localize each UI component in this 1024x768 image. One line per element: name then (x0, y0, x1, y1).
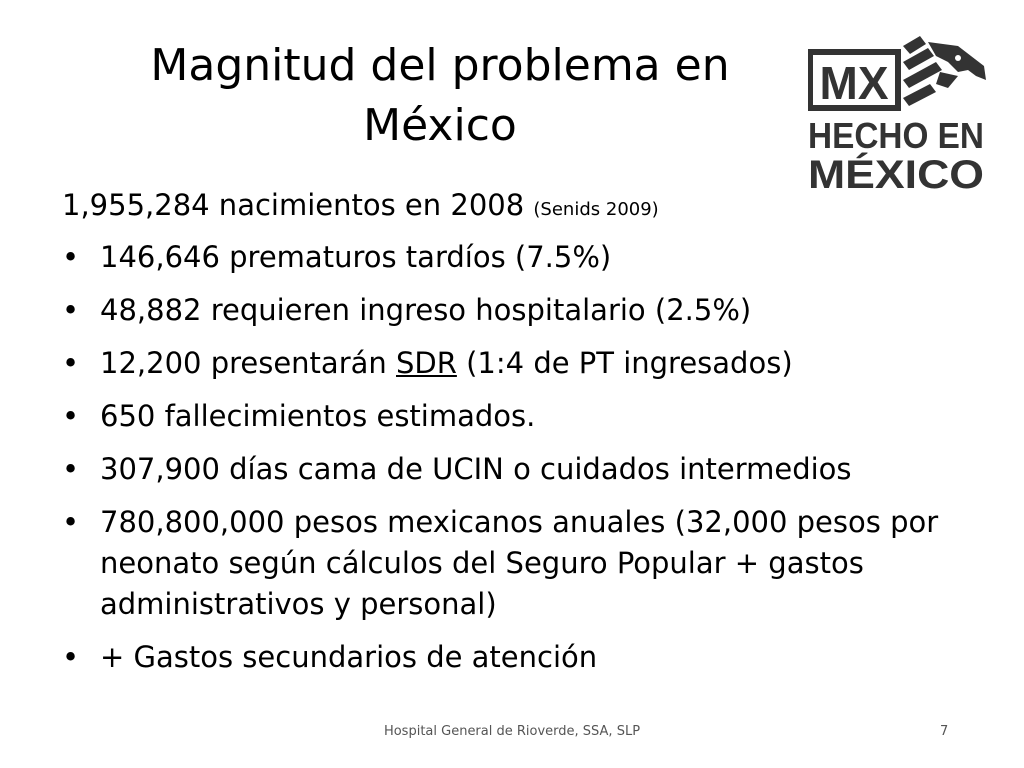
hecho-en-mexico-logo: MX HECHO EN MÉXICO (807, 36, 988, 197)
logo-mexico-text: MÉXICO (808, 152, 984, 192)
slide-title-line2: México (363, 100, 517, 151)
bullet-item: 12,200 presentarán SDR (1:4 de PT ingres… (62, 343, 982, 384)
bullet-text: 650 fallecimientos estimados. (100, 399, 536, 433)
bullet-item: 307,900 días cama de UCIN o cuidados int… (62, 449, 982, 490)
bullet-item: 146,646 prematuros tardíos (7.5%) (62, 237, 982, 278)
bullet-text: 146,646 prematuros tardíos (7.5%) (100, 240, 612, 274)
bullet-list: 146,646 prematuros tardíos (7.5%) 48,882… (62, 237, 982, 678)
lead-text: 1,955,284 nacimientos en 2008 (62, 188, 534, 222)
slide-title: Magnitud del problema en México (60, 36, 820, 156)
bullet-item: 780,800,000 pesos mexicanos anuales (32,… (62, 502, 982, 625)
slide-title-line1: Magnitud del problema en (150, 40, 730, 91)
bullet-text: 48,882 requieren ingreso hospitalario (2… (100, 293, 752, 327)
bullet-text: 307,900 días cama de UCIN o cuidados int… (100, 452, 852, 486)
bullet-item: 48,882 requieren ingreso hospitalario (2… (62, 290, 982, 331)
bullet-text-post: (1:4 de PT ingresados) (456, 346, 793, 380)
slide-body: 1,955,284 nacimientos en 2008 (Senids 20… (62, 186, 982, 690)
eagle-head-icon (903, 36, 986, 106)
bullet-item: + Gastos secundarios de atención (62, 637, 982, 678)
lead-paragraph: 1,955,284 nacimientos en 2008 (Senids 20… (62, 186, 982, 229)
sdr-abbreviation: SDR (396, 346, 457, 380)
logo-hecho-en-text: HECHO EN (808, 115, 984, 156)
logo-mx-text: MX (820, 57, 889, 109)
logo-mx-box (807, 49, 901, 111)
slide-footer: Hospital General de Rioverde, SSA, SLP (383, 724, 641, 739)
bullet-text: 780,800,000 pesos mexicanos anuales (32,… (100, 505, 939, 621)
bullet-text: + Gastos secundarios de atención (100, 640, 598, 674)
lead-source: (Senids 2009) (533, 199, 659, 220)
bullet-item: 650 fallecimientos estimados. (62, 396, 982, 437)
bullet-text-pre: 12,200 presentarán (100, 346, 396, 380)
logo-graphic: MX HECHO EN MÉXICO (807, 36, 986, 197)
page-number: 7 (940, 724, 949, 739)
